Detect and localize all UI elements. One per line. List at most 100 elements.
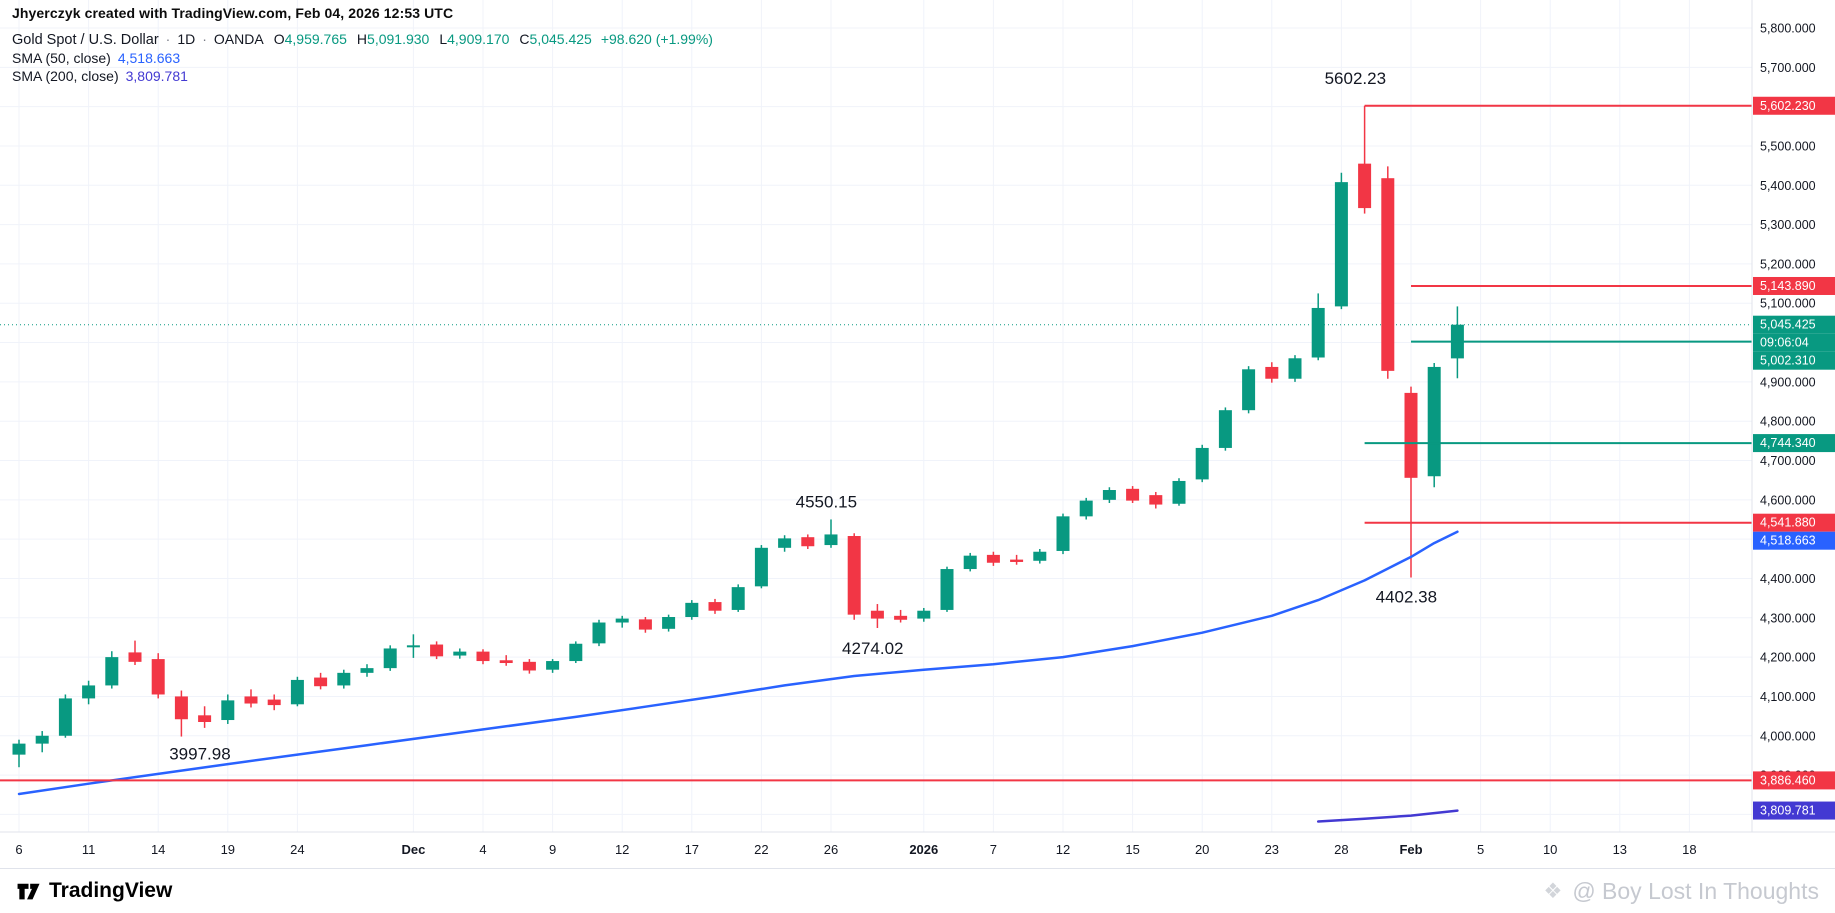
candle-body[interactable] — [1010, 559, 1024, 562]
candle-body[interactable] — [476, 651, 490, 662]
candle-body[interactable] — [662, 617, 676, 629]
candle-body[interactable] — [1056, 516, 1070, 551]
candle-body[interactable] — [221, 700, 235, 721]
candle-body[interactable] — [569, 643, 583, 662]
time-tick-label[interactable]: 4 — [479, 842, 486, 857]
candle-body[interactable] — [546, 661, 560, 670]
candle-body[interactable] — [940, 569, 954, 610]
candle-body[interactable] — [1195, 447, 1209, 480]
candle-body[interactable] — [1172, 480, 1186, 504]
candle-body[interactable] — [360, 668, 374, 673]
candle-body[interactable] — [174, 696, 188, 720]
candle-body[interactable] — [82, 685, 96, 699]
time-tick-label[interactable]: 10 — [1543, 842, 1557, 857]
time-tick-label[interactable]: 20 — [1195, 842, 1209, 857]
time-tick-label[interactable]: 15 — [1125, 842, 1139, 857]
time-tick-label[interactable]: Dec — [401, 842, 425, 857]
time-tick-label[interactable]: 6 — [15, 842, 22, 857]
price-tick-label[interactable]: 5,200.000 — [1760, 257, 1816, 271]
candle-body[interactable] — [847, 536, 861, 615]
price-tick-label[interactable]: 4,000.000 — [1760, 729, 1816, 743]
price-tick-label[interactable]: 4,900.000 — [1760, 375, 1816, 389]
price-tick-label[interactable]: 5,800.000 — [1760, 22, 1816, 36]
candle-body[interactable] — [267, 699, 281, 706]
candle-body[interactable] — [592, 622, 606, 644]
candle-body[interactable] — [1288, 358, 1302, 379]
time-tick-label[interactable]: 13 — [1613, 842, 1627, 857]
candle-body[interactable] — [1102, 490, 1116, 500]
time-tick-label[interactable]: 12 — [615, 842, 629, 857]
price-tick-label[interactable]: 5,500.000 — [1760, 139, 1816, 153]
candle-body[interactable] — [35, 735, 49, 744]
candle-body[interactable] — [290, 679, 304, 705]
candle-body[interactable] — [1311, 307, 1325, 358]
price-tick-label[interactable]: 4,600.000 — [1760, 493, 1816, 507]
candle-body[interactable] — [778, 538, 792, 548]
candle-body[interactable] — [12, 743, 26, 755]
exchange-label[interactable]: OANDA — [213, 31, 264, 47]
price-tick-label[interactable]: 4,400.000 — [1760, 572, 1816, 586]
time-tick-label[interactable]: 2026 — [909, 842, 938, 857]
candle-body[interactable] — [638, 619, 652, 630]
candle-body[interactable] — [1242, 369, 1256, 411]
candle-body[interactable] — [1334, 182, 1348, 307]
candle-body[interactable] — [870, 610, 884, 619]
candle-body[interactable] — [430, 644, 444, 657]
candle-body[interactable] — [963, 555, 977, 570]
time-tick-label[interactable]: 12 — [1056, 842, 1070, 857]
candle-body[interactable] — [1381, 178, 1395, 371]
interval-label[interactable]: 1D — [177, 31, 196, 47]
symbol-info-row[interactable]: Gold Spot / U.S. Dollar · 1D · OANDA O4,… — [12, 31, 713, 48]
candle-body[interactable] — [615, 618, 629, 623]
sma200-line[interactable] — [1316, 809, 1459, 823]
tradingview-logo[interactable]: TradingView — [16, 879, 172, 904]
time-tick-label[interactable]: 17 — [685, 842, 699, 857]
symbol-name[interactable]: Gold Spot / U.S. Dollar — [12, 32, 159, 48]
candle-body[interactable] — [198, 715, 212, 722]
candle-body[interactable] — [314, 677, 328, 687]
candle-body[interactable] — [917, 610, 931, 619]
candle-body[interactable] — [1033, 551, 1047, 561]
time-tick-label[interactable]: 11 — [82, 842, 96, 857]
price-chart[interactable]: 5602.23 4550.15 4274.02 3997.98 4402.38 5,800… — [0, 0, 1835, 868]
candle-body[interactable] — [499, 660, 513, 664]
candle-body[interactable] — [894, 615, 908, 620]
candle-body[interactable] — [58, 698, 72, 736]
candle-body[interactable] — [151, 659, 165, 695]
time-tick-label[interactable]: Feb — [1399, 842, 1422, 857]
time-tick-label[interactable]: 14 — [151, 842, 165, 857]
candle-body[interactable] — [1126, 488, 1140, 501]
candle-body[interactable] — [754, 547, 768, 587]
candle-body[interactable] — [801, 537, 815, 547]
candle-body[interactable] — [986, 554, 1000, 563]
price-tick-label[interactable]: 5,700.000 — [1760, 61, 1816, 75]
time-tick-label[interactable]: 22 — [754, 842, 768, 857]
candle-body[interactable] — [1404, 392, 1418, 478]
indicator-row-sma200[interactable]: SMA (200, close) 3,809.781 — [12, 68, 713, 84]
price-tick-label[interactable]: 4,200.000 — [1760, 651, 1816, 665]
candle-body[interactable] — [406, 645, 420, 648]
candle-body[interactable] — [731, 587, 745, 610]
time-tick-label[interactable]: 28 — [1334, 842, 1348, 857]
candle-body[interactable] — [1265, 366, 1279, 379]
price-tick-label[interactable]: 5,300.000 — [1760, 218, 1816, 232]
price-tick-label[interactable]: 5,100.000 — [1760, 297, 1816, 311]
candle-body[interactable] — [128, 652, 142, 662]
time-tick-label[interactable]: 26 — [824, 842, 838, 857]
candle-body[interactable] — [453, 651, 467, 656]
candle-body[interactable] — [708, 602, 722, 611]
candle-body[interactable] — [244, 696, 258, 704]
candle-body[interactable] — [1149, 495, 1163, 505]
time-tick-label[interactable]: 7 — [990, 842, 997, 857]
price-tick-label[interactable]: 4,100.000 — [1760, 690, 1816, 704]
price-tick-label[interactable]: 4,800.000 — [1760, 415, 1816, 429]
candle-body[interactable] — [1218, 410, 1232, 448]
candle-body[interactable] — [685, 602, 699, 618]
time-tick-label[interactable]: 23 — [1265, 842, 1279, 857]
price-tick-label[interactable]: 5,400.000 — [1760, 179, 1816, 193]
candle-body[interactable] — [1358, 163, 1372, 209]
candle-body[interactable] — [383, 648, 397, 669]
time-tick-label[interactable]: 5 — [1477, 842, 1484, 857]
candle-body[interactable] — [1427, 366, 1441, 477]
candle-body[interactable] — [1079, 500, 1093, 517]
